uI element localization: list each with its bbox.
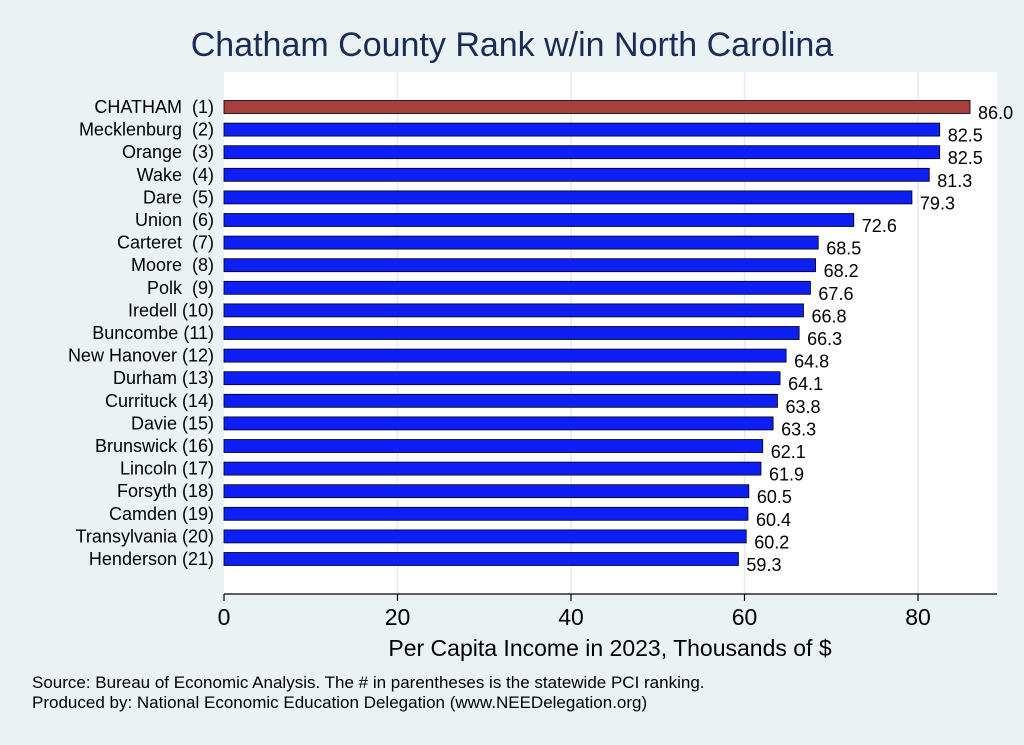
category-label: Transylvania (20) [76, 526, 214, 546]
category-label: Moore (8) [131, 255, 214, 275]
chart-title: Chatham County Rank w/in North Carolina [190, 26, 834, 64]
x-tick-label: 60 [732, 604, 758, 630]
bar [223, 393, 778, 408]
category-label: Durham (13) [113, 368, 214, 388]
category-label: Currituck (14) [105, 391, 214, 411]
category-label: Forsyth (18) [117, 481, 214, 501]
bar [223, 506, 749, 521]
value-label: 61.9 [769, 465, 804, 485]
value-label: 81.3 [937, 171, 972, 191]
category-label: Davie (15) [131, 413, 214, 433]
x-axis-label: Per Capita Income in 2023, Thousands of … [388, 635, 831, 661]
category-label: Henderson (21) [89, 549, 214, 569]
value-label: 62.1 [771, 442, 806, 462]
bar [223, 348, 787, 363]
x-tick-label: 80 [905, 604, 931, 630]
bar [223, 371, 781, 386]
value-label: 63.8 [785, 397, 820, 417]
value-label: 60.2 [754, 532, 789, 552]
value-label: 82.5 [948, 126, 983, 146]
category-label: Lincoln (17) [120, 459, 214, 479]
category-label: Brunswick (16) [95, 436, 214, 456]
x-tick-label: 40 [558, 604, 584, 630]
bar-chart: 0 20 40 60 80 Per Capita Income in 2023, Thou… [68, 72, 1013, 661]
value-label: 66.8 [811, 306, 846, 326]
value-label: 72.6 [862, 216, 897, 236]
bar-highlight [223, 100, 971, 114]
category-label: Camden (19) [109, 504, 214, 524]
value-label: 68.2 [824, 261, 859, 281]
bar [223, 280, 811, 295]
bar [223, 122, 941, 137]
bar [223, 439, 764, 453]
category-label: Dare (5) [143, 187, 214, 207]
value-label: 64.8 [794, 352, 829, 372]
bar [223, 145, 941, 160]
value-label: 67.6 [818, 284, 853, 304]
bar [223, 258, 817, 273]
bar [223, 213, 855, 227]
bar [223, 461, 762, 476]
bar [223, 484, 750, 499]
category-label: Wake (4) [137, 165, 214, 185]
category-label: CHATHAM (1) [94, 97, 214, 117]
category-label: Carteret (7) [117, 233, 214, 253]
bar [223, 190, 913, 205]
bar [223, 529, 747, 544]
value-label: 68.5 [826, 239, 861, 259]
bar [223, 416, 774, 431]
value-label: 86.0 [978, 103, 1013, 123]
x-tick-label: 0 [218, 604, 231, 630]
bar [223, 303, 804, 318]
bar [223, 326, 800, 340]
category-label: Orange (3) [122, 142, 214, 162]
value-label: 82.5 [948, 148, 983, 168]
category-label: Polk (9) [147, 278, 214, 298]
category-label: Buncombe (11) [92, 323, 214, 343]
producer-note: Produced by: National Economic Education… [32, 693, 648, 712]
value-label: 66.3 [807, 329, 842, 349]
value-label: 60.5 [757, 487, 792, 507]
value-label: 64.1 [788, 374, 823, 394]
value-label: 79.3 [920, 193, 955, 213]
bar [223, 167, 930, 182]
value-label: 59.3 [746, 555, 781, 575]
x-tick-label: 20 [385, 604, 411, 630]
category-label: New Hanover (12) [68, 346, 214, 366]
source-note: Source: Bureau of Economic Analysis. The… [32, 673, 705, 692]
value-label: 60.4 [756, 510, 791, 530]
category-label: Mecklenburg (2) [79, 120, 214, 140]
category-label: Iredell (10) [128, 300, 214, 320]
bar [223, 235, 819, 250]
bar [223, 552, 739, 566]
category-label: Union (6) [135, 210, 214, 230]
value-label: 63.3 [781, 419, 816, 439]
